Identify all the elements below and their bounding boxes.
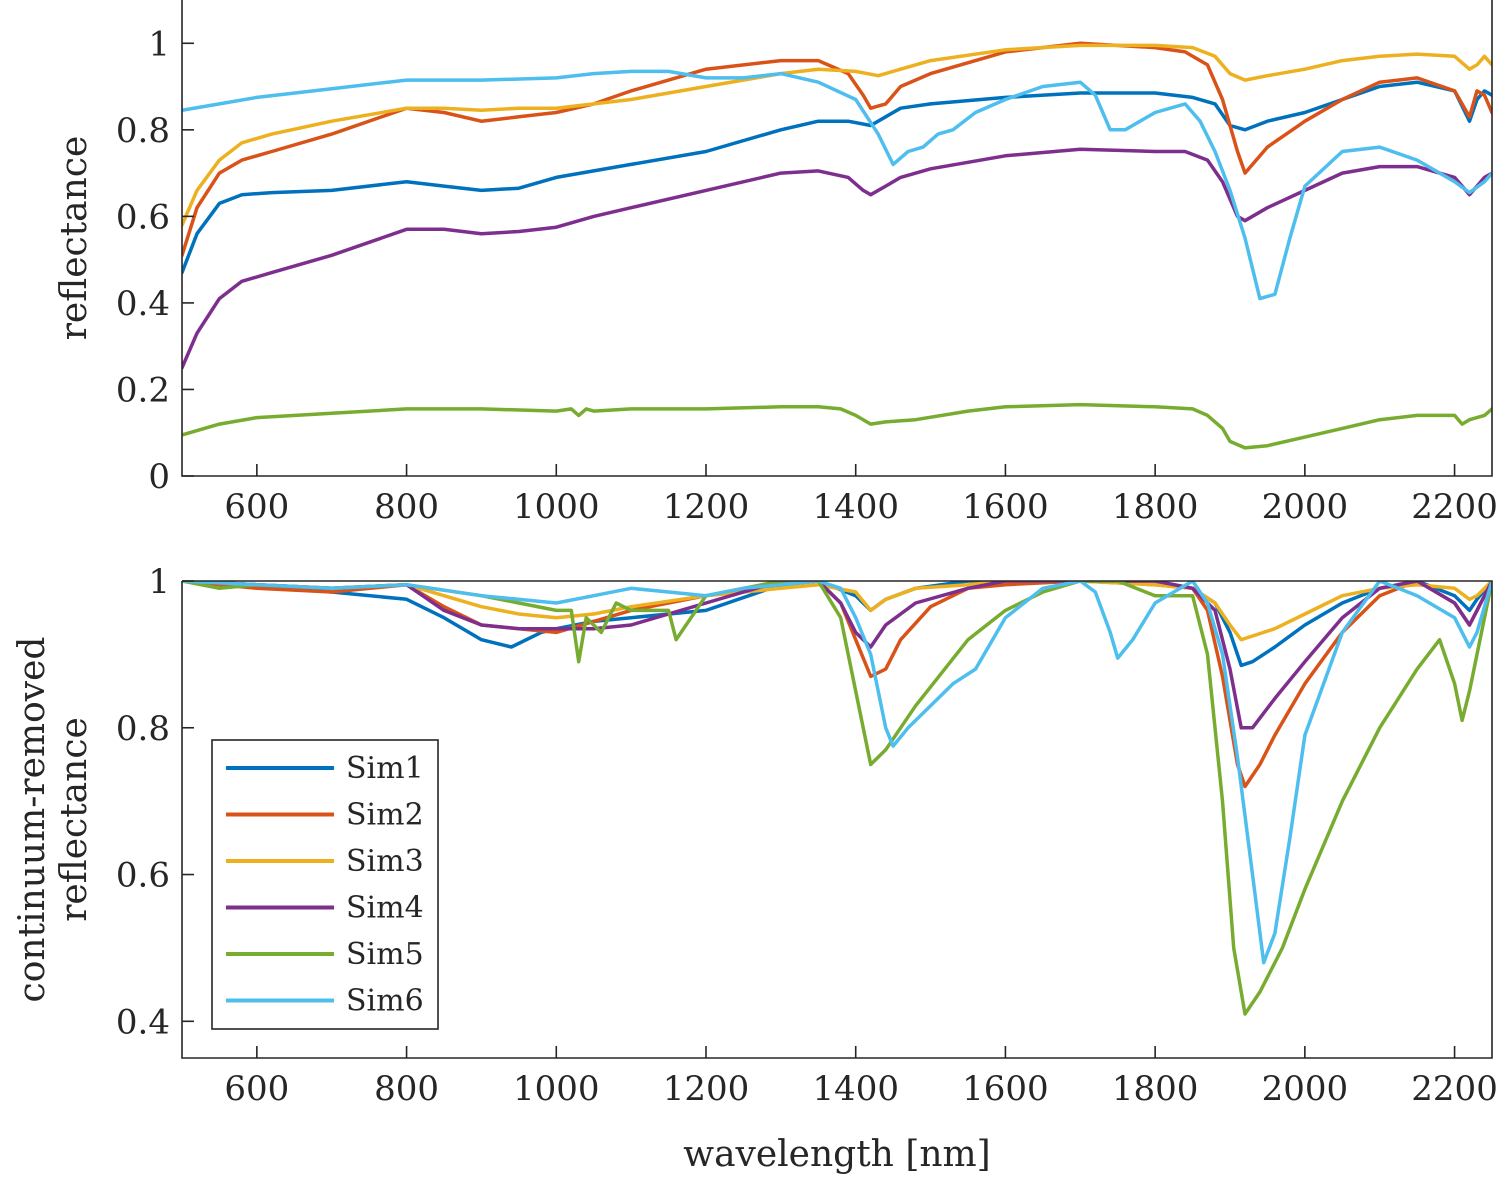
x-tick-label: 600 — [224, 1069, 289, 1109]
series-line-sim1 — [182, 581, 1492, 668]
x-tick-label: 1600 — [962, 487, 1049, 527]
legend-label-sim3: Sim3 — [346, 844, 424, 879]
series-line-sim1 — [182, 80, 1492, 275]
y-tick-label: 1 — [148, 24, 170, 64]
y-tick-label: 0.4 — [116, 284, 170, 324]
x-tick-label: 1600 — [962, 1069, 1049, 1109]
series-line-sim4 — [182, 581, 1492, 730]
y-axis-label: reflectance — [54, 136, 95, 341]
legend-box — [211, 739, 439, 1030]
legend-label-sim2: Sim2 — [346, 798, 424, 833]
x-tick-label: 1200 — [663, 1069, 750, 1109]
y-tick-label: 0.6 — [116, 197, 170, 237]
x-tick-label: 1400 — [812, 1069, 899, 1109]
legend: Sim1 Sim2 Sim3 Sim4 Sim5 Sim6 — [211, 739, 439, 1030]
series-group — [182, 581, 1492, 1016]
y-tick-label: 0.2 — [116, 370, 170, 410]
series-line-sim5 — [182, 402, 1492, 450]
series-line-sim4 — [182, 147, 1492, 370]
series-line-sim2 — [182, 41, 1492, 258]
y-tick-label: 1 — [148, 562, 170, 602]
series-group — [182, 41, 1492, 450]
y-axis-label: reflectance — [54, 717, 95, 922]
x-tick-label: 1800 — [1112, 487, 1199, 527]
axes-frame — [181, 0, 1493, 477]
x-tick-label: 1400 — [812, 487, 899, 527]
x-tick-label: 2200 — [1411, 1069, 1498, 1109]
series-line-sim3 — [182, 43, 1492, 227]
x-tick-label: 1000 — [513, 1069, 600, 1109]
y-tick-label: 0 — [148, 457, 170, 497]
x-tick-label: 1800 — [1112, 1069, 1199, 1109]
x-tick-label: 2000 — [1262, 487, 1349, 527]
legend-label-sim6: Sim6 — [346, 984, 424, 1019]
continuum-removed-panel: 600 800 1000 1200 1400 1600 1800 2000 2200 0.4 0.6… — [12, 562, 1498, 1109]
x-tick-label: 1000 — [513, 487, 600, 527]
y-axis-label: continuum-removed — [12, 637, 53, 1003]
x-tick-label: 600 — [224, 487, 289, 527]
y-tick-label: 0.6 — [116, 856, 170, 896]
x-tick-label: 2200 — [1411, 487, 1498, 527]
x-tick-label: 1200 — [663, 487, 750, 527]
x-tick-label: 2000 — [1262, 1069, 1349, 1109]
legend-label-sim5: Sim5 — [346, 937, 424, 972]
series-line-sim6 — [182, 69, 1492, 301]
axes-frame — [181, 580, 1493, 1059]
reflectance-panel: 600 800 1000 1200 1400 1600 1800 2000 2200 0 0.2 0.… — [54, 0, 1498, 527]
y-tick-label: 0.8 — [116, 111, 170, 151]
y-tick-label: 0.8 — [116, 709, 170, 749]
series-line-sim5 — [182, 581, 1492, 1016]
x-axis-label: wavelength [nm] — [683, 1134, 990, 1175]
legend-label-sim1: Sim1 — [346, 751, 424, 786]
x-tick-label: 800 — [374, 487, 439, 527]
x-tick-label: 800 — [374, 1069, 439, 1109]
series-line-sim3 — [182, 581, 1492, 642]
legend-label-sim4: Sim4 — [346, 891, 424, 926]
series-line-sim6 — [182, 581, 1492, 965]
y-tick-label: 0.4 — [116, 1002, 170, 1042]
